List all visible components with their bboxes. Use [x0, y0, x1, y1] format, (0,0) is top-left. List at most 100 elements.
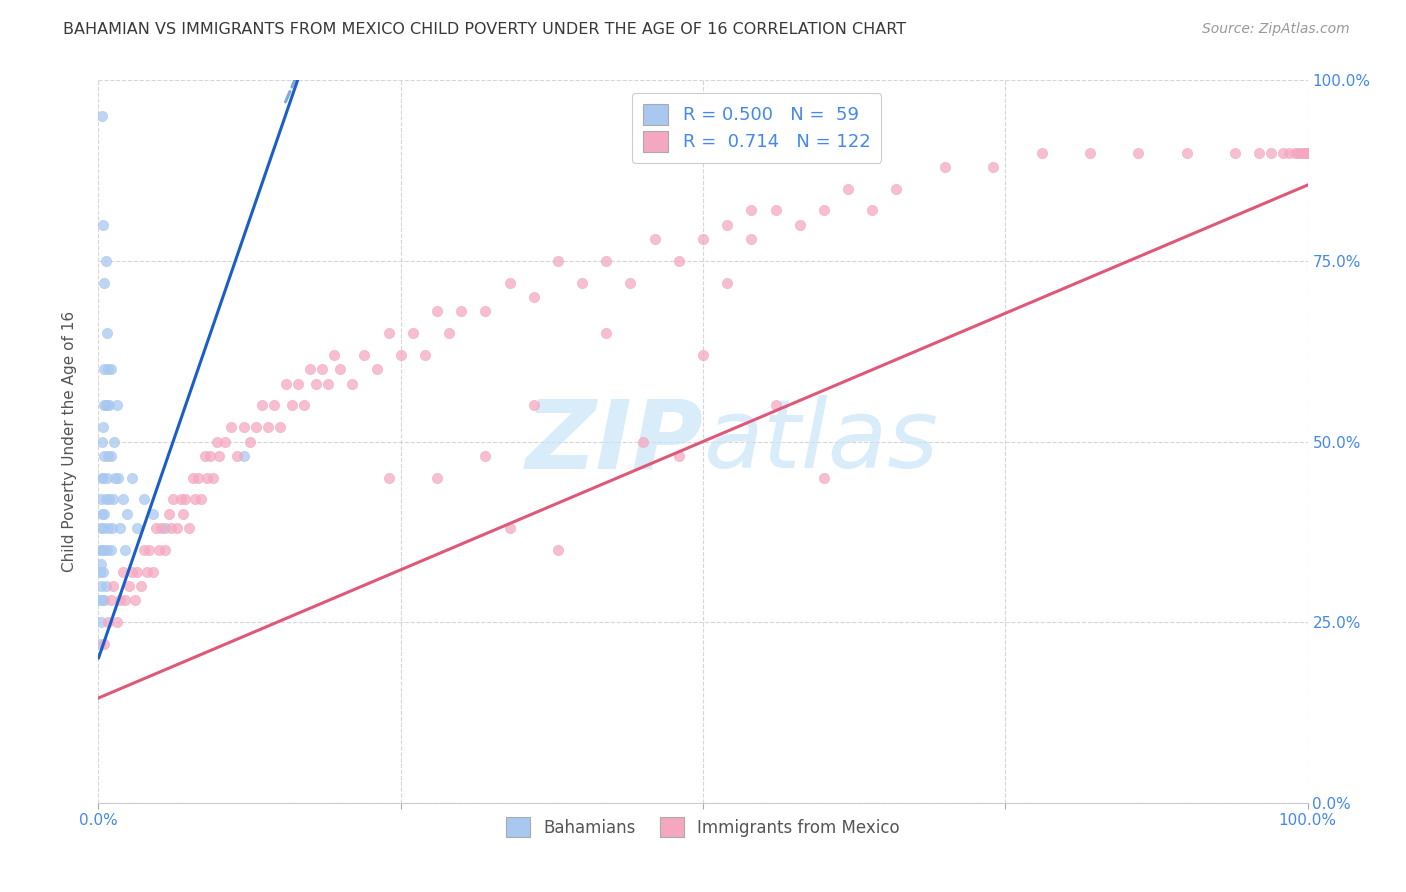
- Point: [91, 542, 114, 557]
- Point: [98, 398, 121, 412]
- Point: [96, 398, 118, 412]
- Point: [91, 218, 114, 232]
- Point: [96, 470, 118, 484]
- Point: [934, 160, 956, 174]
- Point: [194, 449, 217, 463]
- Point: [91, 521, 114, 535]
- Point: [91, 434, 114, 449]
- Point: [292, 398, 315, 412]
- Point: [498, 521, 520, 535]
- Point: [1296, 145, 1319, 160]
- Point: [426, 304, 449, 318]
- Point: [100, 449, 122, 463]
- Point: [100, 362, 122, 376]
- Point: [104, 470, 127, 484]
- Point: [121, 565, 143, 579]
- Point: [162, 492, 184, 507]
- Point: [145, 521, 167, 535]
- Point: [765, 398, 787, 412]
- Point: [547, 253, 569, 268]
- Point: [311, 362, 333, 376]
- Point: [1249, 145, 1271, 160]
- Point: [1272, 145, 1295, 160]
- Point: [740, 203, 762, 218]
- Point: [117, 507, 139, 521]
- Point: [121, 470, 143, 484]
- Point: [287, 376, 309, 391]
- Point: [498, 276, 520, 290]
- Point: [93, 593, 115, 607]
- Point: [91, 593, 114, 607]
- Point: [118, 579, 141, 593]
- Point: [214, 434, 236, 449]
- Point: [181, 470, 204, 484]
- Point: [1289, 145, 1312, 160]
- Point: [232, 449, 254, 463]
- Point: [668, 449, 690, 463]
- Point: [153, 542, 176, 557]
- Point: [377, 326, 399, 340]
- Point: [1278, 145, 1301, 160]
- Point: [97, 449, 120, 463]
- Y-axis label: Child Poverty Under the Age of 16: Child Poverty Under the Age of 16: [62, 311, 77, 572]
- Point: [101, 579, 124, 593]
- Point: [93, 398, 115, 412]
- Point: [239, 434, 262, 449]
- Text: Source: ZipAtlas.com: Source: ZipAtlas.com: [1202, 22, 1350, 37]
- Point: [860, 203, 883, 218]
- Point: [1031, 145, 1053, 160]
- Point: [716, 218, 738, 232]
- Point: [353, 348, 375, 362]
- Point: [329, 362, 352, 376]
- Point: [90, 521, 112, 535]
- Point: [111, 565, 134, 579]
- Point: [187, 470, 209, 484]
- Point: [93, 276, 115, 290]
- Legend: Bahamians, Immigrants from Mexico: Bahamians, Immigrants from Mexico: [498, 809, 908, 845]
- Point: [232, 420, 254, 434]
- Point: [474, 304, 496, 318]
- Point: [263, 398, 285, 412]
- Point: [305, 376, 328, 391]
- Point: [184, 492, 207, 507]
- Point: [134, 492, 156, 507]
- Point: [523, 398, 546, 412]
- Point: [323, 348, 346, 362]
- Point: [91, 470, 114, 484]
- Point: [1078, 145, 1101, 160]
- Point: [198, 449, 221, 463]
- Point: [1284, 145, 1306, 160]
- Point: [94, 253, 117, 268]
- Point: [837, 182, 859, 196]
- Point: [740, 232, 762, 246]
- Point: [91, 420, 114, 434]
- Point: [1128, 145, 1150, 160]
- Point: [108, 521, 131, 535]
- Point: [250, 398, 273, 412]
- Point: [1286, 145, 1309, 160]
- Point: [129, 579, 152, 593]
- Point: [97, 521, 120, 535]
- Point: [100, 593, 122, 607]
- Point: [96, 542, 118, 557]
- Point: [813, 203, 835, 218]
- Point: [157, 507, 180, 521]
- Point: [316, 376, 339, 391]
- Point: [274, 376, 297, 391]
- Point: [886, 182, 908, 196]
- Point: [1292, 145, 1315, 160]
- Point: [114, 593, 136, 607]
- Point: [765, 203, 787, 218]
- Point: [221, 420, 243, 434]
- Point: [127, 521, 149, 535]
- Point: [94, 579, 117, 593]
- Point: [111, 492, 134, 507]
- Point: [89, 565, 111, 579]
- Point: [138, 542, 160, 557]
- Point: [668, 253, 690, 268]
- Point: [98, 492, 121, 507]
- Point: [389, 348, 412, 362]
- Point: [134, 542, 156, 557]
- Point: [93, 362, 115, 376]
- Point: [366, 362, 388, 376]
